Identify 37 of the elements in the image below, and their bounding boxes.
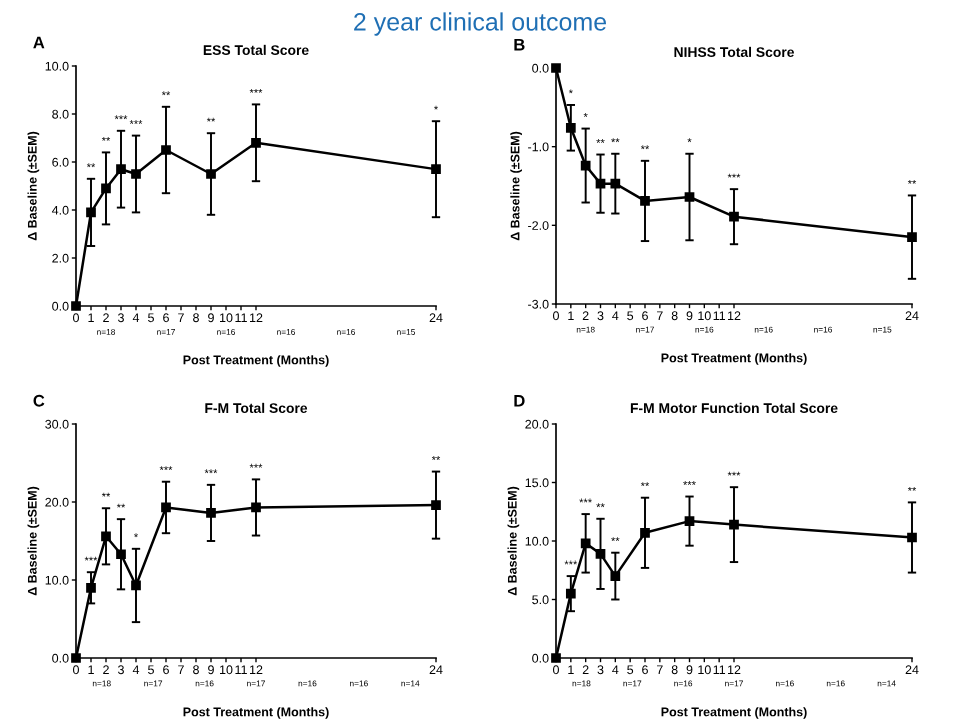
point [251,502,261,513]
point [595,549,606,559]
point [431,500,441,510]
point [640,196,650,206]
point [101,183,111,194]
point [684,516,695,526]
point [580,160,591,171]
point [161,145,171,155]
point [131,580,141,591]
point [206,169,216,179]
point [251,137,261,148]
point [86,582,96,593]
point [907,232,917,242]
point [101,531,111,542]
point [580,538,591,549]
point [116,549,126,560]
point [431,164,441,175]
point [131,169,141,179]
point [206,508,216,518]
text: 2 year clinical outcome [354,12,607,36]
point [907,532,917,543]
point [565,122,576,133]
text: D [514,395,525,407]
point [86,207,96,218]
point [684,192,695,202]
point [640,527,650,538]
point [116,164,126,175]
point [595,178,606,189]
point [610,178,621,189]
point [161,502,171,513]
text: B [514,38,525,51]
point [729,211,739,222]
point [565,588,576,599]
point [729,519,739,530]
text: C [33,394,45,407]
point [610,571,621,581]
text: A [33,36,45,49]
